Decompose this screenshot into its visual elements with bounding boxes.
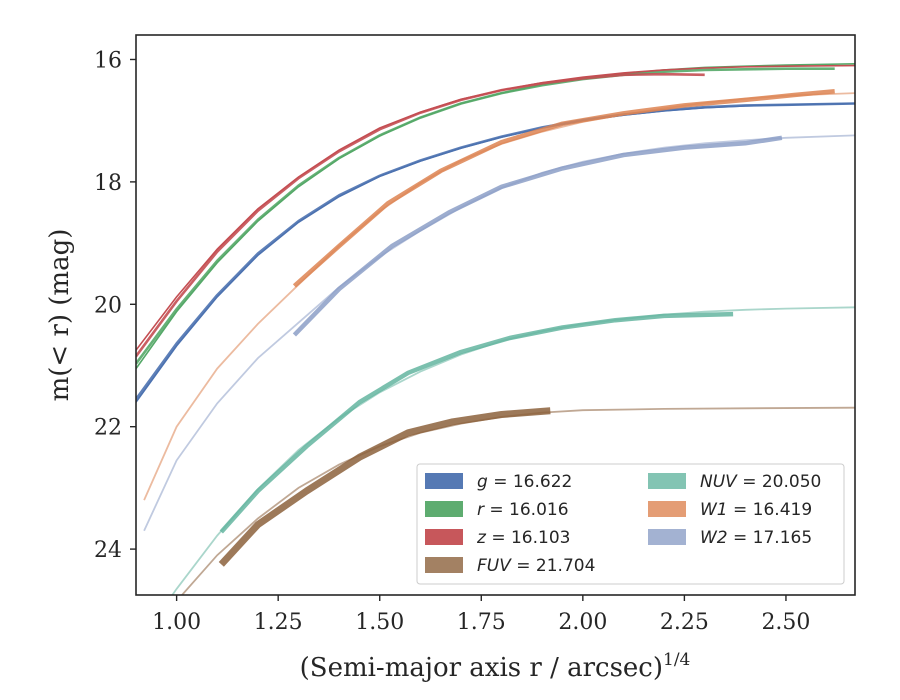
series-1-data-curve — [136, 67, 835, 365]
y-tick-label: 22 — [94, 416, 122, 441]
series-3-data-curve — [218, 407, 551, 567]
y-axis-label: m(< r) (mag) — [45, 229, 75, 402]
series-1-model-curve — [136, 63, 855, 370]
series-0-model-curve — [136, 102, 855, 403]
x-axis-label-text: (Semi-major axis r / arcsec) — [300, 653, 663, 683]
y-tick-label: 18 — [94, 171, 122, 196]
series-2-data-curve — [136, 72, 705, 358]
y-tick-label: 16 — [94, 48, 122, 73]
legend-label-0: g = 16.622 — [477, 472, 572, 492]
legend-swatch-3 — [425, 557, 463, 573]
legend-label-2: z = 16.103 — [476, 528, 570, 548]
x-tick-label: 1.75 — [457, 610, 506, 635]
x-axis-label: (Semi-major axis r / arcsec)1/4 — [300, 650, 691, 683]
x-tick-label: 1.50 — [355, 610, 404, 635]
legend-label-5: W1 = 16.419 — [700, 500, 812, 520]
x-tick-label: 2.25 — [660, 610, 709, 635]
legend-label-6: W2 = 17.165 — [700, 528, 812, 548]
legend-label-1: r = 16.016 — [477, 500, 569, 520]
series-2-model-curve — [136, 64, 855, 351]
x-tick-label: 1.25 — [254, 610, 303, 635]
legend-label-3: FUV = 21.704 — [477, 556, 595, 576]
y-tick-label: 20 — [94, 293, 122, 318]
legend-swatch-4 — [648, 473, 686, 489]
legend-swatch-6 — [648, 529, 686, 545]
legend-swatch-2 — [425, 529, 463, 545]
plot-frame — [135, 34, 856, 596]
x-tick-label: 1.00 — [152, 610, 201, 635]
x-axis-label-superscript: 1/4 — [663, 650, 690, 670]
series-5-model-curve — [143, 92, 855, 501]
legend-swatch-5 — [648, 501, 686, 517]
legend-label-4: NUV = 20.050 — [700, 472, 821, 492]
series-5-data-curve — [292, 89, 835, 288]
legend-box — [416, 463, 845, 585]
legend-swatch-1 — [425, 501, 463, 517]
series-6-data-curve — [292, 135, 783, 337]
x-tick-label: 2.50 — [761, 610, 810, 635]
x-tick-label: 2.00 — [558, 610, 607, 635]
series-0-data-curve — [136, 102, 855, 400]
legend: g = 16.622 r = 16.016 z = 16.103 FUV = 21.7… — [416, 463, 845, 585]
legend-swatch-0 — [425, 473, 463, 489]
y-tick-label: 24 — [94, 538, 122, 563]
series-4-data-curve — [219, 311, 734, 534]
